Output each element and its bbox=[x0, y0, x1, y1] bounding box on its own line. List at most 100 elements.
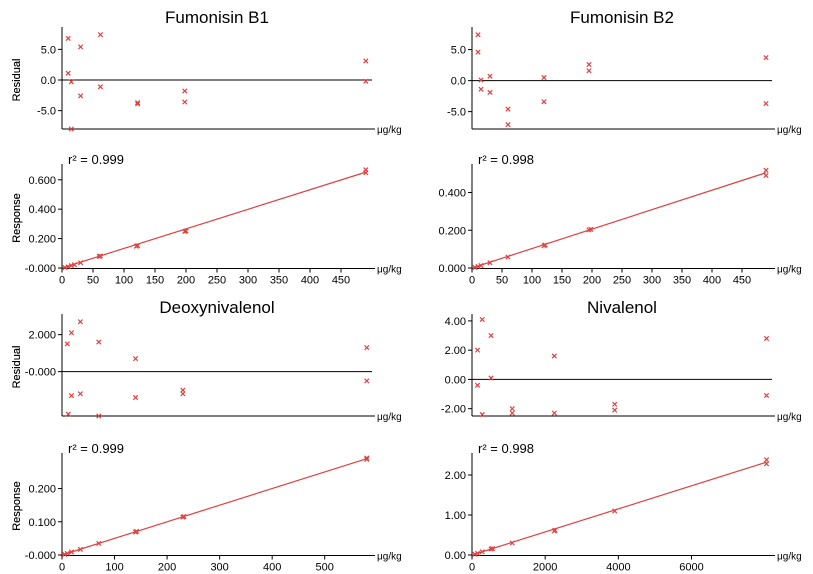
chart-panel-5: Deoxynivalenol Residual μg/kg 2.000 -0.000 bbox=[11, 298, 402, 423]
y-tick-label: 0.00 bbox=[445, 550, 466, 562]
data-point bbox=[588, 226, 594, 232]
x-tick-label: 350 bbox=[270, 275, 288, 287]
data-point bbox=[488, 332, 494, 339]
y-tick-label: 0.400 bbox=[28, 204, 56, 216]
y-tick-label: -0.000 bbox=[25, 367, 56, 379]
x-tick-label: 150 bbox=[553, 275, 571, 287]
regression-line bbox=[471, 172, 767, 269]
y-axis-label: Response bbox=[11, 481, 23, 531]
data-point bbox=[487, 89, 493, 96]
data-point bbox=[180, 391, 186, 397]
y-tick-label: 1.00 bbox=[445, 510, 466, 522]
data-point bbox=[68, 330, 75, 336]
y-tick-label: -0.000 bbox=[25, 263, 56, 275]
y-tick-label: 0.000 bbox=[438, 263, 466, 275]
data-point bbox=[487, 73, 493, 79]
chart-title: Nivalenol bbox=[587, 298, 657, 317]
data-point bbox=[364, 378, 370, 384]
data-point bbox=[77, 546, 84, 552]
data-point bbox=[77, 260, 84, 266]
data-point bbox=[363, 58, 369, 64]
x-axis-unit: μg/kg bbox=[377, 412, 402, 423]
chart-title: Deoxynivalenol bbox=[159, 298, 274, 317]
x-tick-label: 200 bbox=[583, 275, 601, 287]
data-point bbox=[612, 407, 618, 413]
y-tick-label: 0.600 bbox=[28, 175, 56, 187]
data-point bbox=[763, 55, 769, 61]
x-tick-label: 300 bbox=[239, 275, 257, 287]
y-tick-label: 0.00 bbox=[445, 374, 466, 386]
y-axis-label: Residual bbox=[11, 346, 23, 389]
y-axis-label: Residual bbox=[11, 59, 23, 102]
x-tick-label: 250 bbox=[208, 275, 226, 287]
r-squared-label: r² = 0.999 bbox=[68, 441, 124, 456]
data-point bbox=[763, 335, 770, 342]
y-tick-label: 0.0 bbox=[41, 75, 56, 87]
y-axis-label: Residual bbox=[11, 346, 23, 389]
regression-line bbox=[61, 171, 366, 269]
y-tick-label: -2.00 bbox=[441, 404, 466, 416]
chart-panel-1: Fumonisin B1 Residual μg/kg 5.0 0.0 -5.0 bbox=[11, 8, 402, 136]
data-point bbox=[65, 35, 71, 41]
data-point bbox=[77, 391, 84, 397]
data-point bbox=[68, 393, 75, 399]
x-tick-label: 300 bbox=[210, 562, 228, 574]
x-axis-unit: μg/kg bbox=[377, 125, 402, 136]
data-point bbox=[182, 99, 188, 105]
y-tick-label: 5.0 bbox=[451, 45, 466, 57]
data-point bbox=[763, 392, 770, 399]
r-squared-label: r² = 0.999 bbox=[68, 152, 124, 167]
data-point bbox=[65, 264, 71, 270]
data-point bbox=[489, 545, 496, 552]
regression-line bbox=[471, 461, 767, 556]
data-point bbox=[478, 86, 484, 92]
data-point bbox=[363, 78, 369, 84]
x-tick-label: 0 bbox=[469, 562, 475, 574]
x-tick-label: 2000 bbox=[533, 562, 557, 574]
data-point bbox=[364, 344, 370, 351]
data-point bbox=[586, 68, 592, 74]
y-tick-label: -5.0 bbox=[447, 107, 466, 119]
data-point bbox=[612, 508, 618, 514]
x-tick-label: 100 bbox=[115, 275, 133, 287]
data-point bbox=[478, 262, 484, 269]
y-tick-label: 2.000 bbox=[28, 330, 56, 342]
x-axis-unit: μg/kg bbox=[777, 125, 802, 136]
x-tick-label: 50 bbox=[87, 275, 99, 287]
y-tick-label: 0.0 bbox=[451, 76, 466, 88]
x-tick-label: 350 bbox=[673, 275, 691, 287]
x-tick-label: 6000 bbox=[679, 562, 703, 574]
data-point bbox=[472, 264, 478, 271]
data-point bbox=[77, 93, 84, 99]
data-point bbox=[97, 84, 104, 90]
data-point bbox=[96, 413, 102, 419]
data-point bbox=[68, 79, 74, 85]
data-point bbox=[479, 411, 485, 418]
data-point bbox=[97, 32, 104, 38]
y-axis-label: Response bbox=[11, 193, 23, 243]
chart-panel-3: Fumonisin B2 Residual μg/kg 5.0 0.0 -5.0 bbox=[11, 8, 802, 136]
x-tick-label: 100 bbox=[523, 275, 541, 287]
data-point bbox=[77, 44, 84, 50]
chart-title: Fumonisin B1 bbox=[165, 8, 269, 27]
x-tick-label: 0 bbox=[59, 275, 65, 287]
chart-panel-6: r² = 0.999 Response μg/kg 0.200 0.100 -0.0000… bbox=[11, 441, 402, 574]
data-point bbox=[71, 262, 78, 268]
y-tick-label: 2.00 bbox=[445, 470, 466, 482]
x-tick-label: 100 bbox=[105, 562, 123, 574]
data-point bbox=[64, 550, 70, 556]
data-point bbox=[132, 356, 139, 362]
data-point bbox=[68, 126, 74, 132]
data-point bbox=[364, 456, 370, 462]
data-point bbox=[181, 513, 187, 520]
y-tick-label: 0.100 bbox=[28, 517, 56, 529]
x-tick-label: 4000 bbox=[606, 562, 630, 574]
r-squared-label: r² = 0.998 bbox=[478, 441, 534, 456]
data-point bbox=[132, 394, 139, 401]
data-point bbox=[133, 528, 140, 535]
data-point bbox=[97, 253, 104, 259]
data-point bbox=[96, 339, 102, 345]
data-point bbox=[135, 101, 141, 107]
x-tick-label: 400 bbox=[301, 275, 319, 287]
data-point bbox=[475, 32, 481, 38]
